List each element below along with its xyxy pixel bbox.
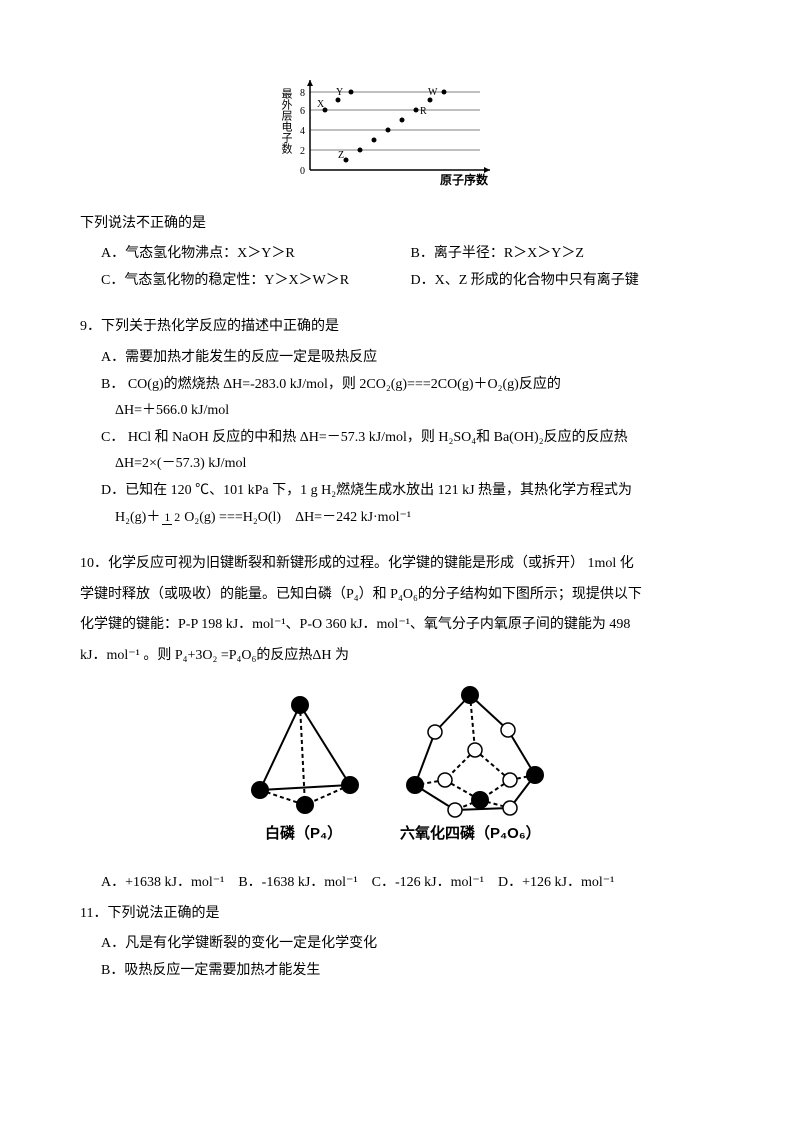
q9-stem: 9．下列关于热化学反应的描述中正确的是 [80, 314, 720, 341]
x-axis-label: 原子序数 [440, 172, 489, 187]
chart-figure: 最外层电子数 0 2 4 6 8 原子序数 X Y Z R W [80, 70, 720, 201]
ytick-2: 2 [300, 146, 305, 157]
q10-option-c: C．-126 kJ．mol⁻¹ [372, 875, 484, 890]
q10-options: A．+1638 kJ．mol⁻¹ B．-1638 kJ．mol⁻¹ C．-126… [80, 870, 720, 897]
ytick-6: 6 [300, 106, 305, 117]
svg-text:W: W [428, 87, 438, 98]
ytick-4: 4 [300, 126, 305, 137]
y-axis-label: 最外层电子数 [280, 88, 293, 155]
q9-option-a: A．需要加热才能发生的反应一定是吸热反应 [80, 345, 720, 372]
eq-mid: O₂(g) ===H₂O(l) [184, 510, 281, 525]
q9-option-c-line2: ΔH=2×(－57.3) kJ/mol [80, 451, 720, 478]
eq-right: ΔH=－242 kJ·mol⁻¹ [295, 510, 411, 525]
q10-line3: 化学键的键能：P-P 198 kJ．mol⁻¹、P-O 360 kJ．mol⁻¹… [80, 612, 720, 639]
q8-option-b: B．离子半径：R＞X＞Y＞Z [411, 241, 721, 268]
molecule-figure: 白磷（P₄） 六氧化四磷（P₄O₆） [80, 680, 720, 861]
ytick-0: 0 [300, 166, 305, 177]
q10-line4: kJ．mol⁻¹ 。则 P₄+3O₂ =P₄O₆的反应热ΔH 为 [80, 643, 720, 670]
q9-option-b-line2: ΔH=＋566.0 kJ/mol [80, 398, 720, 425]
q8-stem: 下列说法不正确的是 [80, 211, 720, 238]
q11-option-a: A．凡是有化学键断裂的变化一定是化学变化 [80, 931, 720, 958]
eq-left: H₂(g)＋ [115, 510, 160, 525]
q10-option-b: B．-1638 kJ．mol⁻¹ [238, 875, 357, 890]
molecule-svg: 白磷（P₄） 六氧化四磷（P₄O₆） [230, 680, 570, 850]
q9-option-c-line1: C． HCl 和 NaOH 反应的中和热 ΔH=－57.3 kJ/mol，则 H… [80, 425, 720, 452]
fraction-half: 12 [162, 511, 182, 524]
svg-text:Y: Y [336, 87, 343, 98]
q11-option-b: B．吸热反应一定需要加热才能发生 [80, 958, 720, 985]
q8-option-a: A．气态氢化物沸点：X＞Y＞R [101, 241, 411, 268]
q10-line1: 10．化学反应可视为旧键断裂和新键形成的过程。化学键的键能是形成（或拆开） 1m… [80, 551, 720, 578]
q10-option-d: D．+126 kJ．mol⁻¹ [498, 875, 614, 890]
q8-option-d: D．X、Z 形成的化合物中只有离子键 [411, 268, 721, 295]
q9-option-b-line1: B． CO(g)的燃烧热 ΔH=-283.0 kJ/mol，则 2CO₂(g)=… [80, 372, 720, 399]
molecule-label-right: 六氧化四磷（P₄O₆） [400, 824, 541, 842]
q8-option-c: C．气态氢化物的稳定性：Y＞X＞W＞R [101, 268, 411, 295]
scatter-chart: 最外层电子数 0 2 4 6 8 原子序数 X Y Z R W [280, 70, 520, 190]
q10-line2: 学键时释放（或吸收）的能量。已知白磷（P₄）和 P₄O₆的分子结构如下图所示；现… [80, 582, 720, 609]
svg-text:R: R [420, 106, 427, 117]
ytick-8: 8 [300, 88, 305, 99]
q9-option-d-line1: D．已知在 120 ℃、101 kPa 下，1 g H₂燃烧生成水放出 121 … [80, 478, 720, 505]
svg-text:Z: Z [338, 150, 344, 161]
q10-option-a: A．+1638 kJ．mol⁻¹ [101, 875, 224, 890]
svg-text:X: X [317, 99, 325, 110]
q11-stem: 11．下列说法正确的是 [80, 901, 720, 928]
molecule-label-left: 白磷（P₄） [265, 824, 342, 842]
q9-option-d-eq: H₂(g)＋12O₂(g) ===H₂O(l) ΔH=－242 kJ·mol⁻¹ [80, 505, 720, 532]
